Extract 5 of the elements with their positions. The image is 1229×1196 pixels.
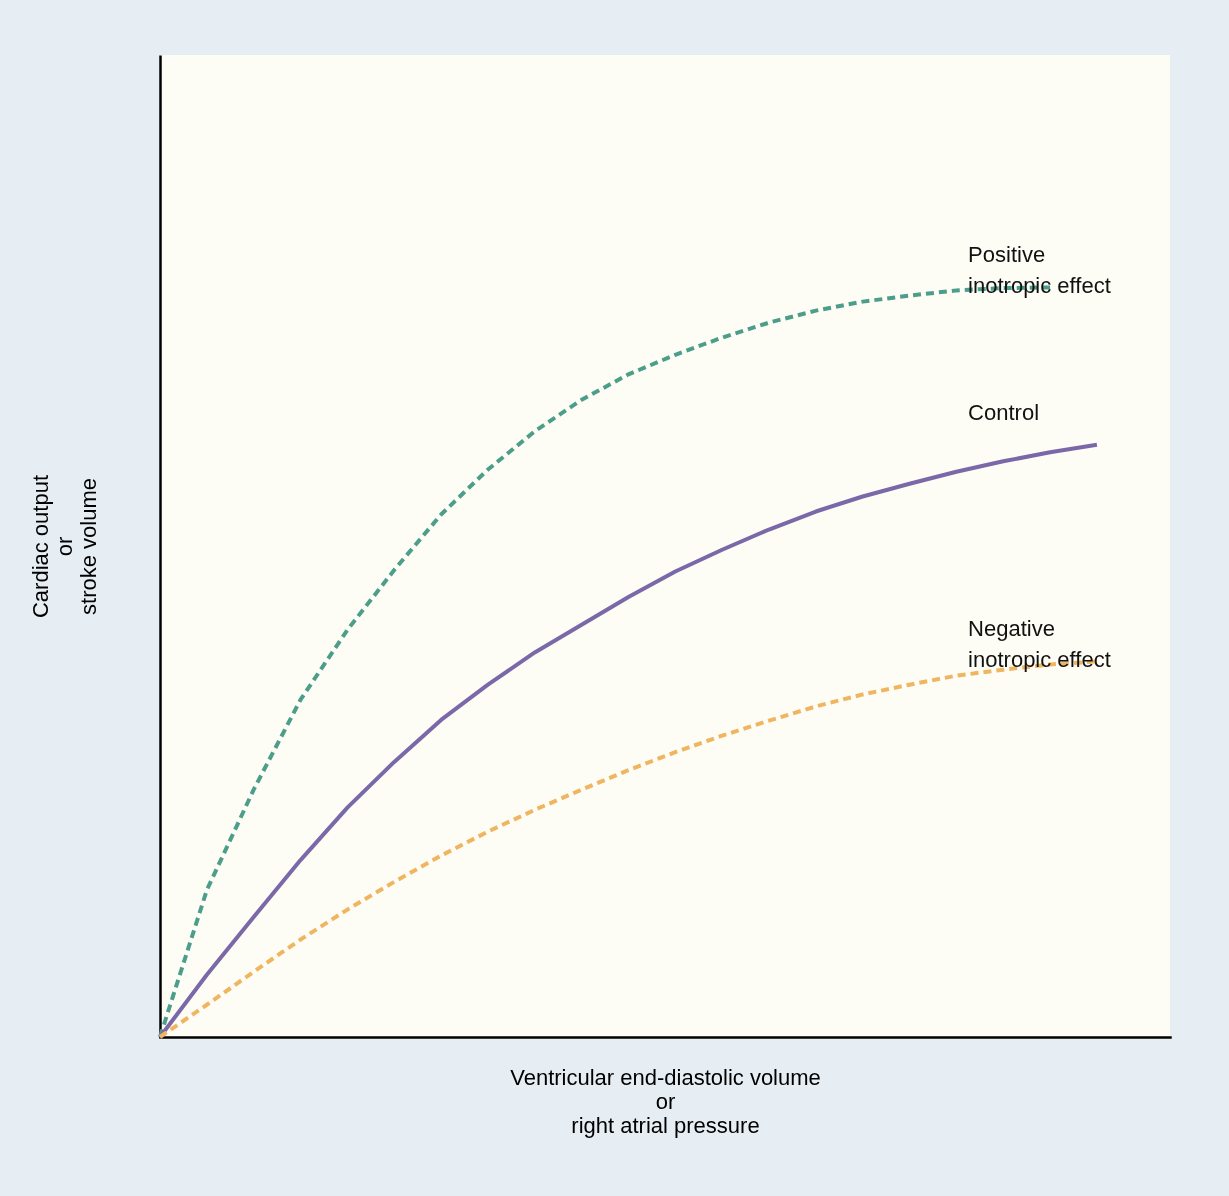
series-label: Negative inotropic effect — [968, 616, 1111, 673]
series-label: Control — [968, 399, 1040, 425]
series-label: Positive inotropic effect — [968, 242, 1111, 299]
y-axis-title: Cardiac output or stroke volume — [27, 474, 101, 619]
x-axis-title: Ventricular end-diastolic volume or right atrial pressure — [510, 1064, 821, 1138]
